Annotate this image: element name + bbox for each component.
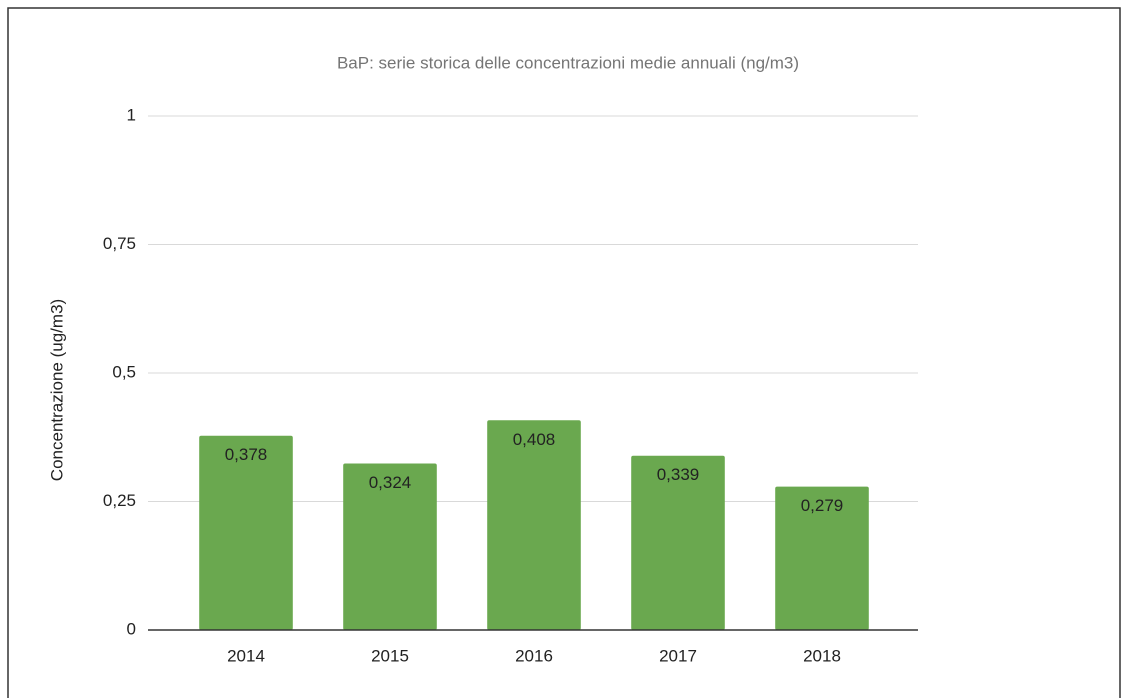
data-label: 0,279: [801, 496, 844, 515]
data-label: 0,324: [369, 473, 412, 492]
data-label: 0,378: [225, 445, 268, 464]
bar: [487, 420, 581, 630]
y-tick-label: 0,25: [103, 491, 136, 510]
bar: [199, 435, 293, 630]
y-tick-label: 0,75: [103, 234, 136, 253]
x-tick-label: 2014: [227, 646, 265, 665]
bar: [343, 463, 437, 630]
x-tick-label: 2015: [371, 646, 409, 665]
y-axis-label: Concentrazione (ug/m3): [47, 299, 66, 481]
data-label: 0,339: [657, 465, 700, 484]
chart-title: BaP: serie storica delle concentrazioni …: [337, 53, 799, 72]
bar: [631, 455, 725, 630]
y-tick-label: 1: [127, 105, 136, 124]
x-tick-label: 2017: [659, 646, 697, 665]
x-tick-label: 2018: [803, 646, 841, 665]
bar: [775, 486, 869, 630]
data-label: 0,408: [513, 430, 556, 449]
x-tick-label: 2016: [515, 646, 553, 665]
y-tick-label: 0,5: [112, 362, 136, 381]
y-tick-label: 0: [127, 619, 136, 638]
